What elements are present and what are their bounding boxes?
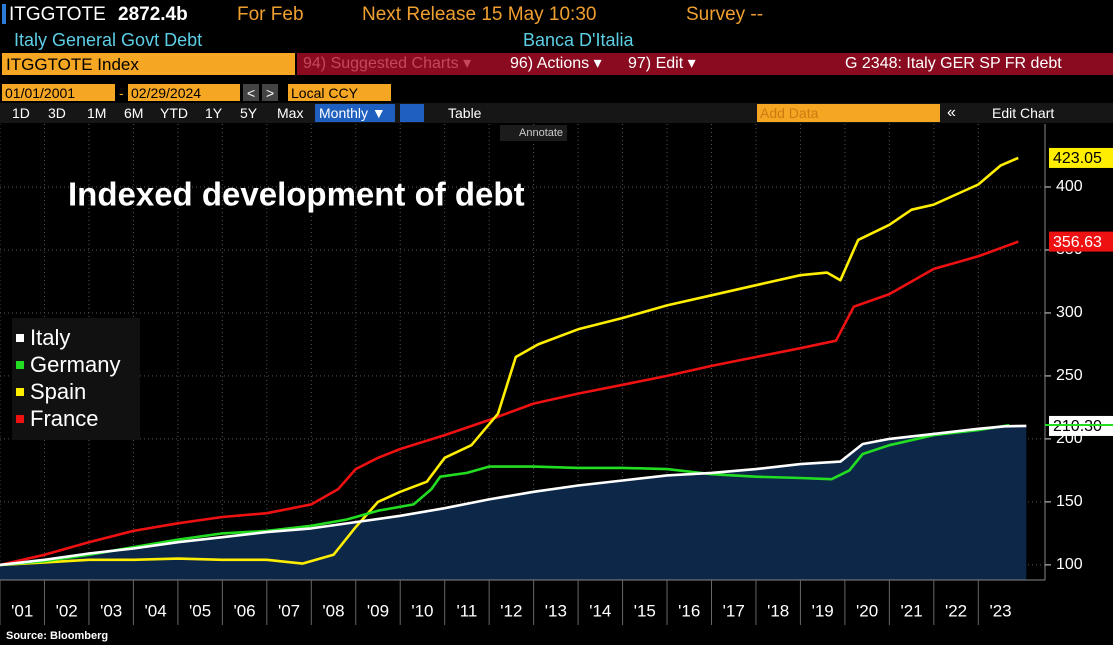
period-button[interactable]: 3D — [48, 105, 66, 121]
x-tick-label: '17 — [723, 601, 745, 620]
x-tick-label: '04 — [145, 601, 167, 620]
next-release: Next Release 15 May 10:30 — [362, 4, 597, 25]
frequency-box[interactable] — [315, 104, 395, 122]
series-name: Italy General Govt Debt — [14, 30, 203, 50]
chart-icon[interactable] — [400, 104, 424, 122]
area — [0, 425, 1027, 580]
next-button[interactable]: > — [266, 85, 275, 101]
x-tick-label: '13 — [545, 601, 567, 620]
x-tick-label: '01 — [11, 601, 33, 620]
menu-bar — [297, 53, 1113, 75]
period-button[interactable]: Max — [277, 105, 304, 121]
x-tick-label: '16 — [678, 601, 700, 620]
x-tick-label: '10 — [411, 601, 433, 620]
edit-menu[interactable]: 97) Edit ▾ — [628, 55, 696, 72]
legend-label: Germany — [30, 352, 120, 377]
security-box[interactable] — [2, 53, 295, 75]
x-tick-label: '20 — [856, 601, 878, 620]
legend-swatch — [16, 361, 24, 369]
x-tick-label: '03 — [100, 601, 122, 620]
legend-swatch — [16, 415, 24, 423]
y-tick-label: 100 — [1056, 556, 1083, 573]
x-tick-label: '06 — [233, 601, 255, 620]
legend-swatch — [16, 334, 24, 342]
add-data[interactable]: Add Data — [760, 105, 819, 121]
line — [0, 423, 1010, 567]
legend-box — [12, 318, 140, 440]
period-button[interactable]: 6M — [124, 105, 144, 121]
frequency[interactable]: Monthly ▼ — [319, 105, 386, 121]
source-name: Banca D'Italia — [523, 30, 634, 50]
table-button[interactable]: Table — [448, 105, 482, 121]
y-tick-label: 400 — [1056, 178, 1083, 195]
x-tick-label: '19 — [812, 601, 834, 620]
actions-menu[interactable]: 96) Actions ▾ — [510, 55, 602, 72]
start-date-box[interactable] — [2, 84, 115, 101]
next-box[interactable] — [262, 84, 278, 101]
legend-label: Italy — [30, 325, 70, 350]
x-tick-label: '02 — [56, 601, 78, 620]
line — [0, 156, 1019, 567]
x-tick-label: '08 — [322, 601, 344, 620]
y-tick-label: 150 — [1056, 493, 1083, 510]
chart-id: G 2348: Italy GER SP FR debt — [845, 55, 1062, 72]
for-period: For Feb — [237, 4, 304, 25]
source: Source: Bloomberg — [6, 630, 108, 642]
prev-box[interactable] — [243, 84, 259, 101]
x-tick-label: '14 — [589, 601, 611, 620]
ticker: ITGGTOTE — [9, 4, 106, 25]
y-tick-label: 300 — [1056, 304, 1083, 321]
end-date[interactable]: 02/29/2024 — [131, 85, 202, 101]
date-dash: - — [119, 85, 124, 101]
last-value: 2872.4b — [118, 4, 188, 25]
x-tick-label: '05 — [189, 601, 211, 620]
line — [0, 424, 1027, 567]
last-value-label: 423.05 — [1053, 150, 1102, 167]
x-tick-label: '22 — [945, 601, 967, 620]
currency-box[interactable] — [288, 84, 391, 101]
chart-title: Indexed development of debt — [68, 176, 525, 213]
legend-swatch — [16, 388, 24, 396]
annotate[interactable]: Annotate — [519, 127, 564, 139]
line — [0, 240, 1019, 567]
survey: Survey -- — [686, 4, 764, 25]
annotate-box[interactable] — [500, 125, 567, 141]
y-tick-label: 250 — [1056, 367, 1083, 384]
x-tick-label: '07 — [278, 601, 300, 620]
x-tick-label: '12 — [500, 601, 522, 620]
end-date-box[interactable] — [128, 84, 240, 101]
period-button[interactable]: 1Y — [205, 105, 223, 121]
add-data-box[interactable] — [757, 104, 940, 122]
collapse[interactable]: « — [947, 104, 956, 121]
prev-button[interactable]: < — [247, 85, 256, 101]
x-tick-label: '21 — [901, 601, 923, 620]
edit-chart[interactable]: Edit Chart — [992, 105, 1055, 121]
period-button[interactable]: 1M — [87, 105, 107, 121]
x-tick-label: '11 — [456, 601, 477, 620]
period-button[interactable]: 5Y — [240, 105, 258, 121]
x-tick-label: '23 — [989, 601, 1011, 620]
currency[interactable]: Local CCY — [291, 85, 358, 101]
last-value-box — [1049, 147, 1113, 168]
period-button[interactable]: YTD — [160, 105, 188, 121]
last-value-label: 356.63 — [1053, 234, 1102, 251]
last-value-box — [1049, 231, 1113, 252]
x-tick-label: '15 — [634, 601, 656, 620]
security[interactable]: ITGGTOTE Index — [6, 55, 139, 74]
legend-label: France — [30, 406, 98, 431]
legend-label: Spain — [30, 379, 86, 404]
suggested-charts[interactable]: 94) Suggested Charts ▾ — [303, 55, 472, 72]
start-date[interactable]: 01/01/2001 — [5, 85, 76, 101]
marker — [2, 4, 6, 24]
x-tick-label: '09 — [367, 601, 389, 620]
period-button[interactable]: 1D — [12, 105, 30, 121]
x-tick-label: '18 — [767, 601, 789, 620]
last-value-label: 210.30 — [1053, 418, 1102, 435]
